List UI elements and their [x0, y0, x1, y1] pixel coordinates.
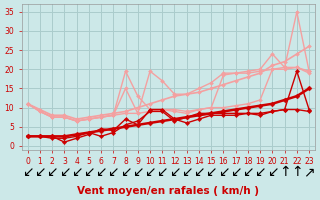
X-axis label: Vent moyen/en rafales ( km/h ): Vent moyen/en rafales ( km/h ): [77, 186, 260, 196]
